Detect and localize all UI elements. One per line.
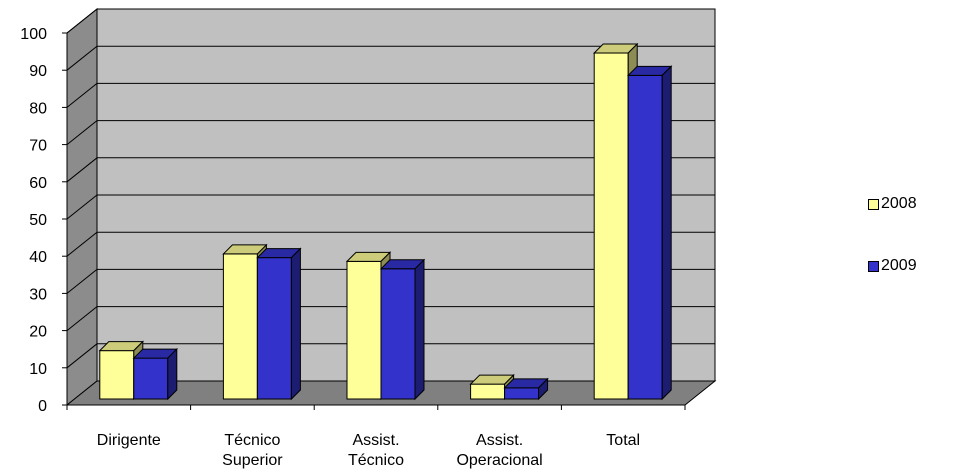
bar-front — [380, 268, 416, 400]
y-tick-label: 90 — [29, 63, 47, 80]
legend-item-2009: 2009 — [868, 256, 958, 276]
y-tick-label: 10 — [29, 361, 47, 378]
gridline — [66, 343, 715, 369]
category-label: Assist. Técnico — [348, 432, 404, 469]
axes — [62, 32, 686, 410]
category-label-line: Operacional — [456, 452, 542, 469]
category-label-line: Técnico — [348, 452, 404, 469]
y-tick-labels: 0 10 20 30 40 50 60 70 80 90 100 — [20, 26, 47, 415]
gridline — [66, 157, 715, 183]
category-label: Assist. Operacional — [456, 432, 542, 469]
category-label-line: Dirigente — [97, 432, 161, 449]
bar-front — [627, 74, 663, 400]
legend-swatch-2009 — [868, 260, 879, 272]
gridline — [66, 194, 715, 220]
bar-side — [661, 65, 672, 401]
y-tick-label: 100 — [20, 26, 47, 43]
bar-side — [290, 247, 301, 401]
y-tick-label: 20 — [29, 324, 47, 341]
gridline — [66, 45, 715, 71]
bar-front — [470, 383, 506, 400]
gridline — [66, 120, 715, 145]
bar-front — [99, 350, 135, 400]
category-label: Dirigente — [97, 432, 161, 449]
y-tick-label: 80 — [29, 100, 47, 117]
category-label: Técnico Superior — [222, 432, 283, 469]
bar-side — [167, 347, 178, 401]
bar-front — [346, 260, 382, 400]
gridline — [66, 306, 715, 331]
category-label-line: Superior — [222, 452, 283, 469]
bar-side — [538, 377, 549, 401]
bar-front — [593, 52, 629, 400]
category-label: Total — [606, 432, 640, 449]
category-label-line: Total — [606, 432, 640, 449]
bar-2009-2 — [379, 258, 426, 401]
legend-label-2009: 2009 — [881, 257, 917, 274]
legend-label-2008: 2008 — [881, 195, 917, 212]
y-tick-label: 50 — [29, 212, 47, 229]
bars — [98, 42, 673, 401]
gridline — [66, 82, 715, 108]
bar-2009-4 — [626, 65, 673, 401]
bar-front — [133, 357, 169, 400]
legend: 2008 2009 — [868, 194, 958, 318]
bar-2008-3 — [469, 373, 515, 401]
y-tick-label: 40 — [29, 249, 47, 266]
gridline — [66, 8, 715, 34]
bar-front — [504, 387, 540, 400]
category-label-line: Assist. — [352, 432, 399, 449]
legend-swatch-2008 — [868, 198, 879, 210]
bar-front — [222, 253, 258, 400]
bar-side — [414, 258, 425, 401]
bar-2009-0 — [132, 347, 179, 401]
y-tick-label: 60 — [29, 175, 47, 192]
y-tick-label: 0 — [38, 398, 47, 415]
bar-2009-1 — [256, 247, 302, 401]
y-tick-label: 70 — [29, 138, 47, 155]
bar-2009-3 — [503, 377, 549, 401]
gridline — [66, 231, 715, 257]
gridline — [66, 268, 715, 294]
bar-front — [256, 257, 292, 400]
gridlines — [66, 8, 715, 369]
legend-item-2008: 2008 — [868, 194, 958, 214]
category-label-line: Técnico — [224, 432, 280, 449]
category-label-line: Assist. — [476, 432, 523, 449]
y-tick-label: 30 — [29, 286, 47, 303]
